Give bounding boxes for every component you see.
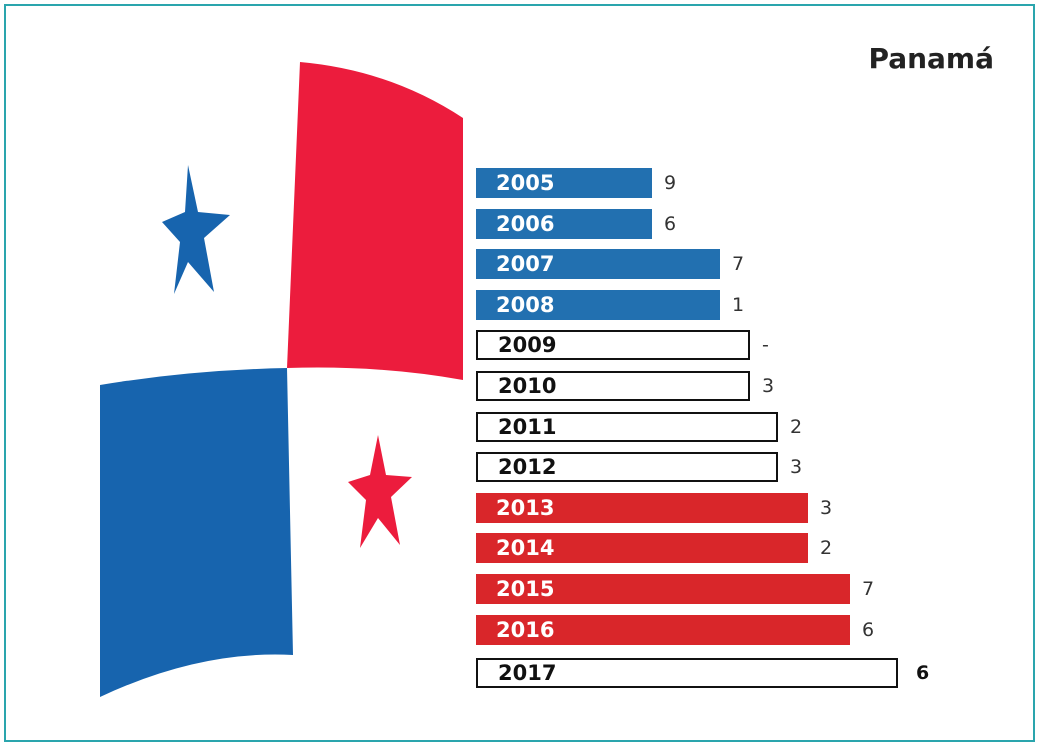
value-label: 3	[820, 493, 832, 523]
year-bar: 2007	[476, 249, 720, 279]
year-bar: 2008	[476, 290, 720, 320]
year-bar: 2012	[476, 452, 778, 482]
year-bar: 2005	[476, 168, 652, 198]
title: Panamá	[868, 42, 994, 75]
year-bar: 2009	[476, 330, 750, 360]
flag-red-star	[348, 435, 412, 548]
year-bar: 2016	[476, 615, 850, 645]
flag-blue-star	[162, 165, 230, 294]
year-bar: 2014	[476, 533, 808, 563]
value-label: 3	[762, 371, 774, 401]
value-label: 2	[820, 533, 832, 563]
page: Panamá 2005 9 2006 6 2007 7 2008 1 2009-2010 3 201…	[0, 0, 1039, 744]
year-bar: 2013	[476, 493, 808, 523]
value-label: -	[762, 330, 769, 360]
value-label: 6	[664, 209, 676, 239]
value-label: 3	[790, 452, 802, 482]
value-label: 7	[732, 249, 744, 279]
year-bar: 2015	[476, 574, 850, 604]
year-bar: 2017	[476, 658, 898, 688]
value-label: 6	[916, 658, 929, 688]
value-label: 6	[862, 615, 874, 645]
year-bar: 2010	[476, 371, 750, 401]
value-label: 7	[862, 574, 874, 604]
year-bar: 2006	[476, 209, 652, 239]
value-label: 2	[790, 412, 802, 442]
value-label: 1	[732, 290, 744, 320]
flag-red-quarter	[287, 62, 463, 380]
flag-blue-quarter	[100, 368, 293, 697]
year-bar: 2011	[476, 412, 778, 442]
value-label: 9	[664, 168, 676, 198]
